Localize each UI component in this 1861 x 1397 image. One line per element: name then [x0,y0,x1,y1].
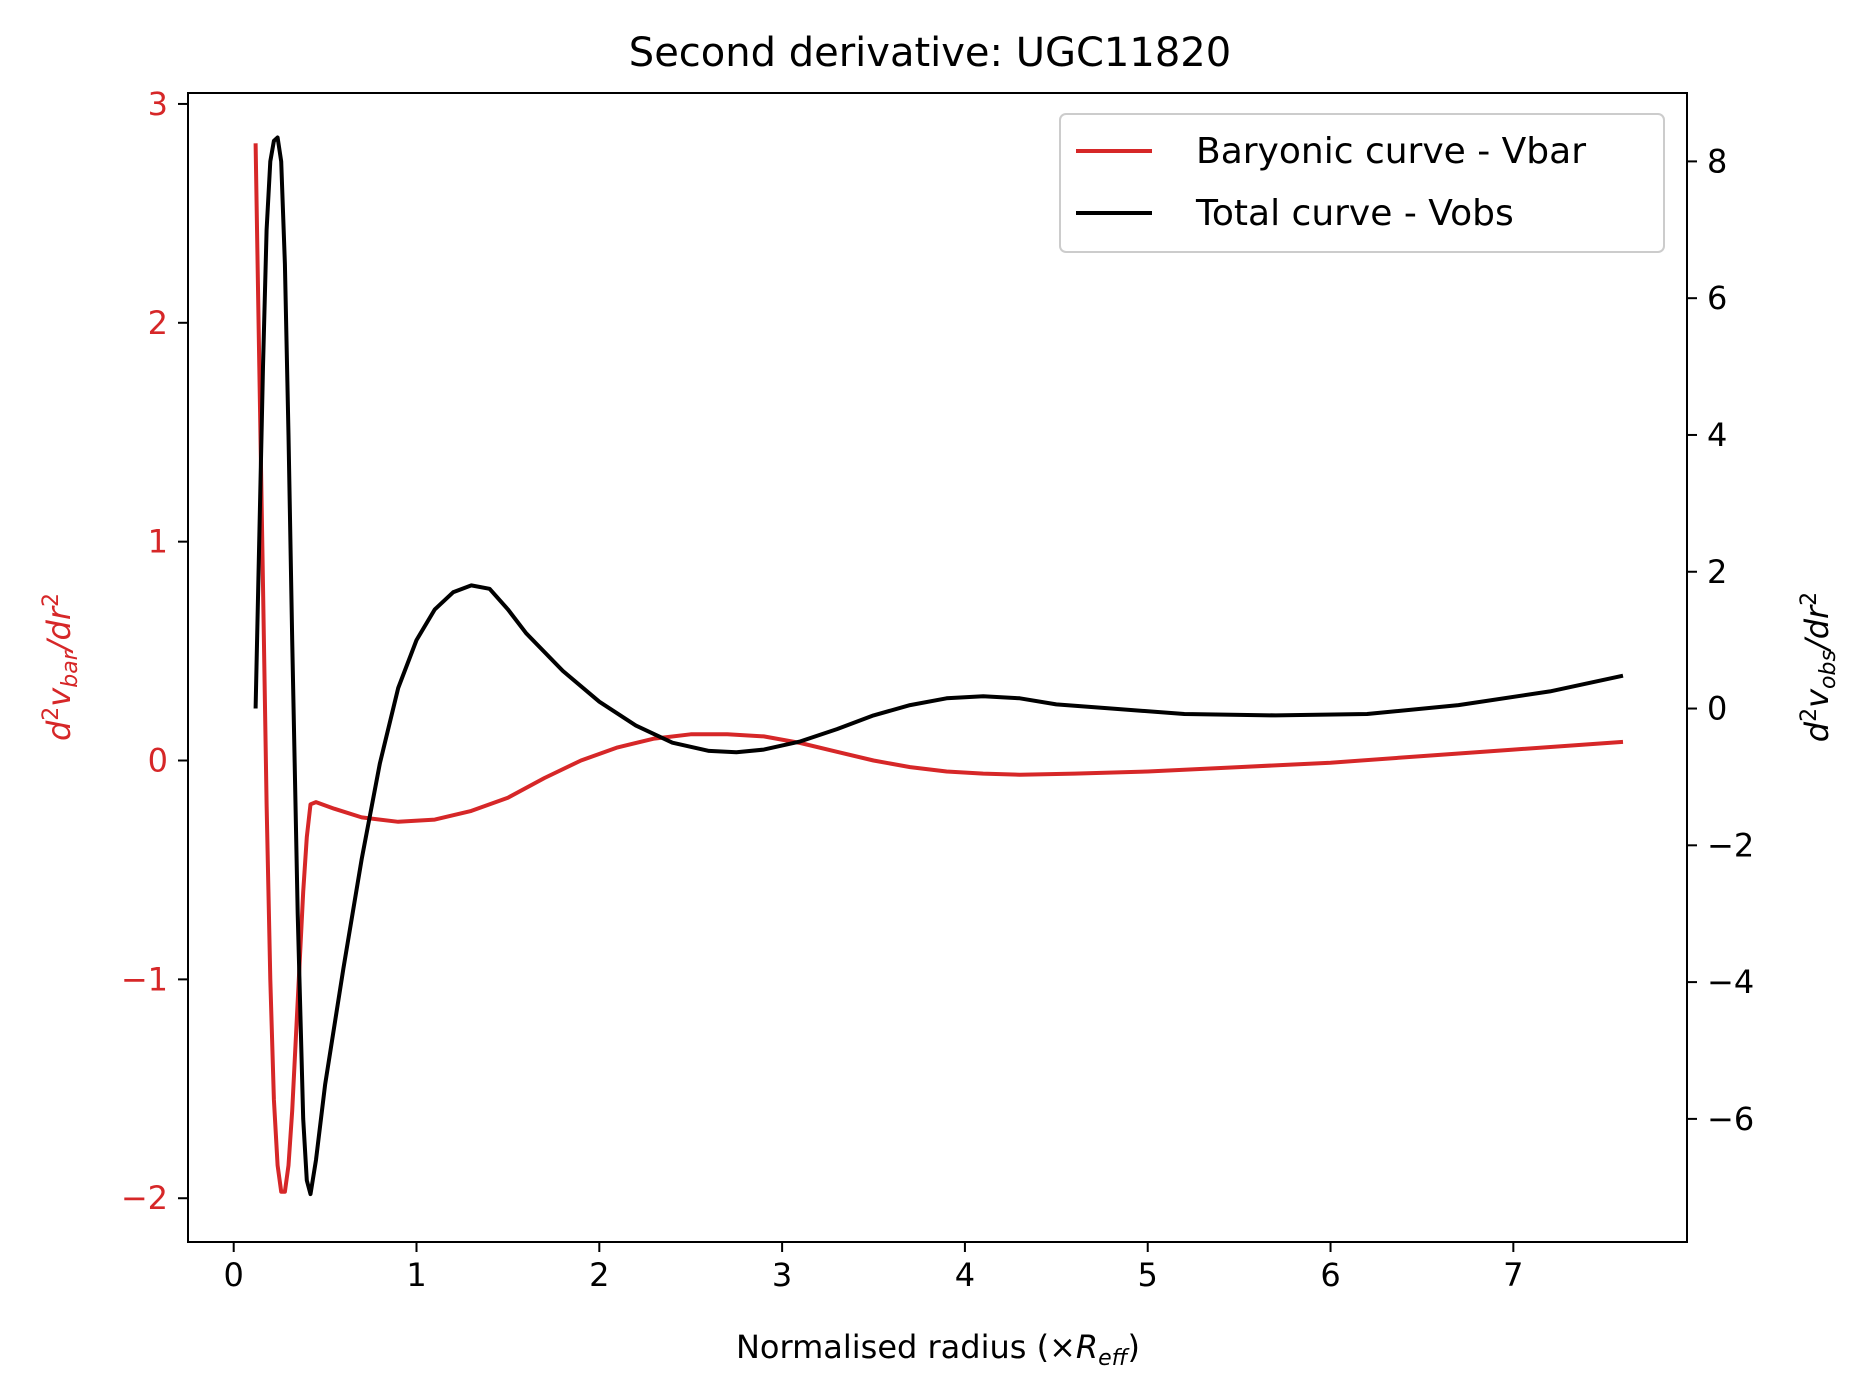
series-line-vbar [253,143,1624,1194]
y-left-tick-label: −1 [121,960,168,998]
chart-title: Second derivative: UGC11820 [629,30,1231,76]
y-right-tick-label: 2 [1707,553,1727,591]
legend-box [1059,113,1665,253]
y-right-tick-label: 0 [1707,690,1727,728]
y-axis-right-label: d2vobs/dr2 [1797,592,1841,742]
y-axis-left: −2 −1 0 1 2 3 [121,85,188,1217]
y-right-tick-label: 8 [1707,142,1727,180]
x-tick-label: 6 [1320,1256,1340,1294]
legend-label-vobs: Total curve - Vobs [1195,193,1514,234]
y-axis-left-label: d2vbar/dr2 [39,593,83,741]
y-right-tick-label: −2 [1707,826,1754,864]
y-right-tick-label: −4 [1707,963,1754,1001]
x-tick-label: 7 [1503,1256,1523,1294]
y-right-tick-label: −6 [1707,1100,1754,1138]
series-line-vobs [253,135,1624,1197]
x-tick-label: 1 [406,1256,426,1294]
plot-lines [253,135,1624,1197]
x-tick-label: 2 [589,1256,609,1294]
y-axis-right: −6 −4 −2 0 2 4 6 8 [1687,142,1754,1138]
legend-label-vbar: Baryonic curve - Vbar [1196,131,1586,172]
y-left-tick-label: 3 [148,85,168,123]
y-left-tick-label: 0 [148,742,168,780]
legend: Baryonic curve - Vbar Total curve - Vobs [1059,113,1665,253]
y-right-tick-label: 6 [1707,279,1727,317]
y-right-tick-label: 4 [1707,416,1727,454]
x-tick-label: 4 [955,1256,975,1294]
x-tick-label: 0 [224,1256,244,1294]
y-left-tick-label: 2 [148,304,168,342]
y-left-tick-label: 1 [148,523,168,561]
x-tick-label: 3 [772,1256,792,1294]
plot-frame [187,92,1688,1243]
x-tick-label: 5 [1138,1256,1158,1294]
x-axis: 0 1 2 3 4 5 6 7 [224,1242,1524,1294]
x-axis-label: Normalised radius (×Reff) [736,1328,1140,1371]
y-left-tick-label: −2 [121,1179,168,1217]
